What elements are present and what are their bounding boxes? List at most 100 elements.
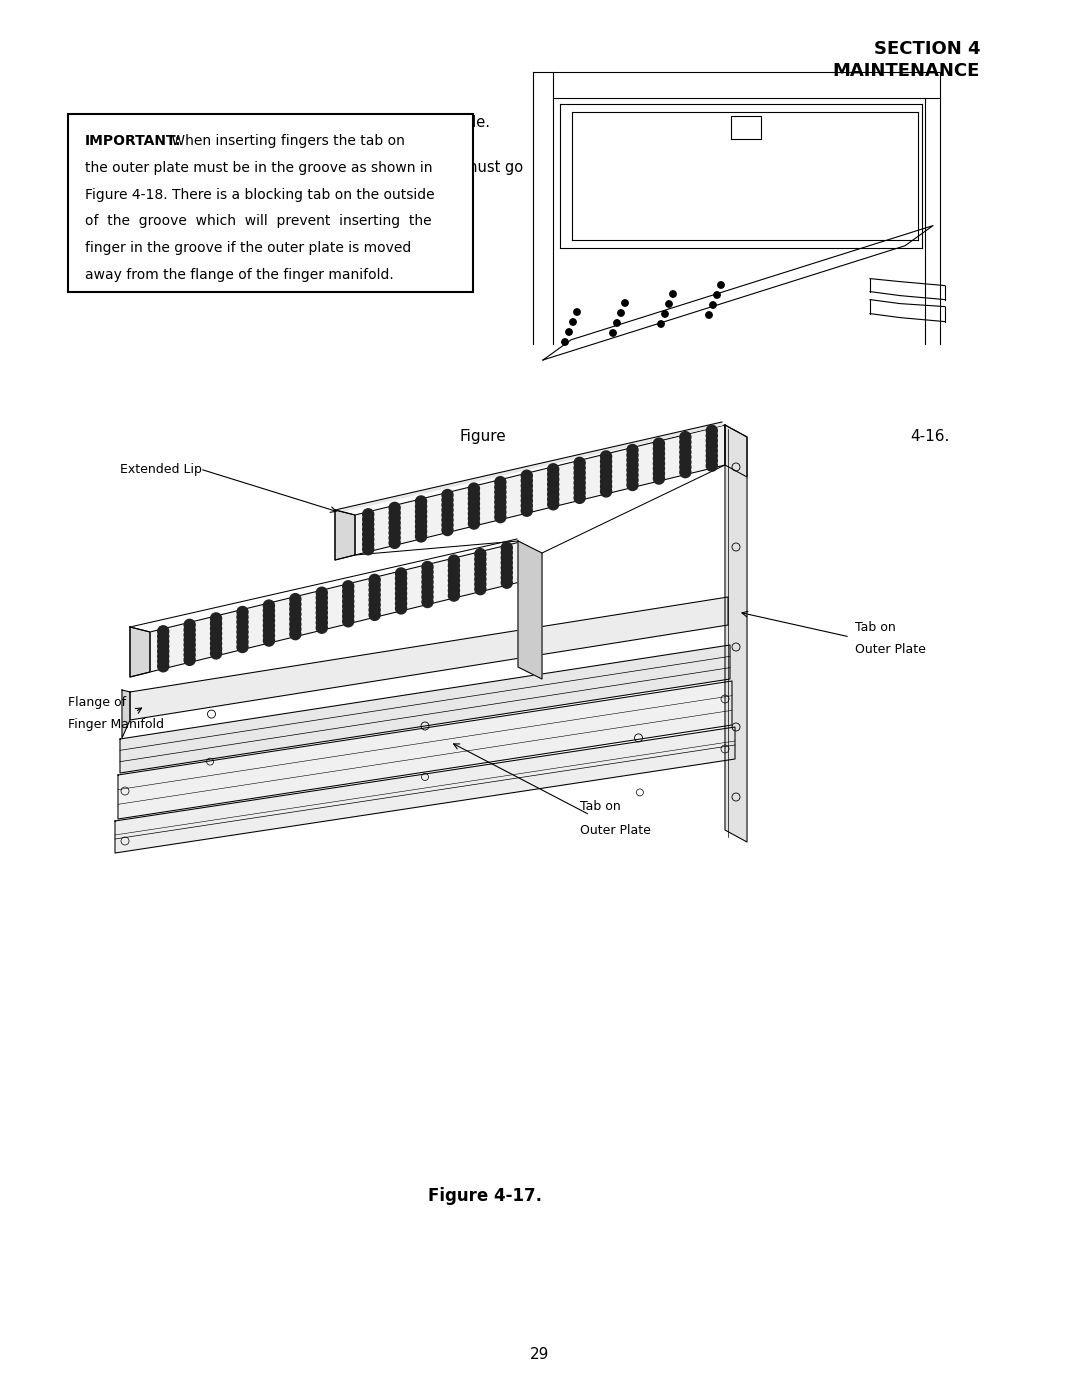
Text: Figure 4-18. There is a blocking tab on the outside: Figure 4-18. There is a blocking tab on … — [85, 187, 434, 201]
Circle shape — [495, 511, 505, 522]
Circle shape — [158, 631, 168, 641]
Circle shape — [679, 457, 691, 468]
Circle shape — [316, 622, 327, 633]
Circle shape — [501, 552, 512, 563]
Polygon shape — [130, 627, 150, 678]
Circle shape — [363, 534, 374, 545]
Circle shape — [548, 479, 558, 490]
Polygon shape — [114, 726, 735, 854]
Circle shape — [237, 616, 248, 627]
Circle shape — [158, 661, 168, 672]
Circle shape — [211, 638, 221, 650]
Circle shape — [422, 562, 433, 573]
Circle shape — [679, 447, 691, 458]
Circle shape — [158, 636, 168, 647]
Circle shape — [653, 458, 664, 469]
Circle shape — [363, 518, 374, 529]
Circle shape — [706, 425, 717, 436]
Circle shape — [264, 615, 274, 626]
Circle shape — [710, 302, 716, 309]
Circle shape — [627, 475, 638, 486]
Circle shape — [422, 581, 433, 592]
Circle shape — [316, 587, 327, 598]
Circle shape — [714, 292, 720, 298]
Circle shape — [575, 472, 585, 483]
Circle shape — [185, 644, 195, 655]
Circle shape — [237, 622, 248, 633]
Circle shape — [706, 450, 717, 461]
Text: Outer Plate: Outer Plate — [580, 823, 651, 837]
Circle shape — [548, 469, 558, 479]
Circle shape — [522, 485, 532, 496]
Circle shape — [475, 563, 486, 574]
Circle shape — [653, 448, 664, 460]
Circle shape — [395, 604, 406, 613]
Circle shape — [442, 510, 453, 521]
Circle shape — [475, 569, 486, 580]
Text: Extended Lip: Extended Lip — [120, 462, 202, 475]
Text: 29: 29 — [530, 1347, 550, 1362]
Polygon shape — [130, 597, 728, 719]
Circle shape — [316, 608, 327, 619]
Polygon shape — [335, 422, 723, 513]
Circle shape — [389, 513, 401, 524]
Polygon shape — [518, 541, 542, 679]
Text: Tab on: Tab on — [580, 800, 621, 813]
Circle shape — [653, 439, 664, 448]
Polygon shape — [335, 510, 355, 560]
Circle shape — [706, 440, 717, 451]
Text: of  the  groove  which  will  prevent  inserting  the: of the groove which will prevent inserti… — [85, 214, 432, 228]
Circle shape — [501, 573, 512, 583]
Circle shape — [264, 605, 274, 616]
Circle shape — [211, 643, 221, 654]
Circle shape — [469, 509, 480, 520]
Circle shape — [342, 591, 354, 602]
Circle shape — [211, 633, 221, 644]
Circle shape — [600, 467, 611, 476]
Circle shape — [289, 613, 301, 624]
Circle shape — [389, 507, 401, 518]
Circle shape — [627, 469, 638, 481]
Circle shape — [158, 626, 168, 637]
Text: Finger Manifold: Finger Manifold — [68, 718, 164, 731]
Circle shape — [548, 489, 558, 500]
Circle shape — [289, 623, 301, 634]
Circle shape — [369, 599, 380, 610]
Circle shape — [600, 481, 611, 492]
Circle shape — [442, 500, 453, 510]
Circle shape — [363, 509, 374, 520]
Circle shape — [448, 590, 459, 601]
Circle shape — [706, 436, 717, 446]
Circle shape — [289, 629, 301, 640]
Circle shape — [264, 630, 274, 641]
Circle shape — [395, 583, 406, 594]
Circle shape — [237, 641, 248, 652]
Circle shape — [658, 321, 664, 327]
Circle shape — [469, 488, 480, 499]
Circle shape — [600, 476, 611, 488]
Circle shape — [363, 514, 374, 525]
Circle shape — [679, 432, 691, 443]
Circle shape — [469, 503, 480, 514]
Circle shape — [264, 620, 274, 631]
Circle shape — [211, 623, 221, 634]
Text: Flange of: Flange of — [68, 696, 126, 708]
Circle shape — [237, 631, 248, 643]
Circle shape — [369, 590, 380, 601]
Circle shape — [416, 521, 427, 532]
Text: 4-16.: 4-16. — [910, 429, 950, 444]
Circle shape — [501, 567, 512, 578]
Circle shape — [442, 524, 453, 535]
Circle shape — [522, 495, 532, 506]
Circle shape — [289, 609, 301, 620]
Circle shape — [679, 451, 691, 462]
Circle shape — [548, 493, 558, 504]
Circle shape — [369, 580, 380, 591]
Text: SECTION 4: SECTION 4 — [874, 41, 980, 59]
Circle shape — [600, 486, 611, 497]
Circle shape — [369, 574, 380, 585]
Circle shape — [600, 455, 611, 467]
Text: finger in the groove if the outer plate is moved: finger in the groove if the outer plate … — [85, 242, 411, 256]
Circle shape — [627, 464, 638, 475]
Circle shape — [679, 437, 691, 447]
